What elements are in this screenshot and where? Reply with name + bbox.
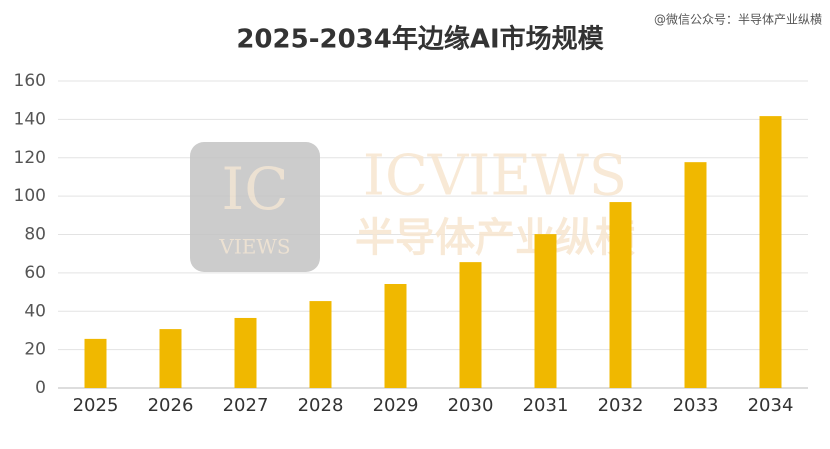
y-tick-label: 100 xyxy=(14,186,46,206)
source-note: @微信公众号：半导体产业纵横 xyxy=(654,13,822,27)
watermark-text: IC xyxy=(221,155,288,223)
watermark-text: 半导体产业纵横 xyxy=(355,215,635,261)
bar xyxy=(459,262,482,388)
x-tick-label: 2028 xyxy=(298,395,344,416)
y-tick-label: 20 xyxy=(24,340,46,360)
bar xyxy=(609,202,632,388)
bar xyxy=(534,234,557,388)
y-tick-label: 80 xyxy=(24,225,46,245)
y-tick-label: 120 xyxy=(14,148,46,168)
x-tick-label: 2034 xyxy=(748,395,794,416)
y-tick-label: 0 xyxy=(35,378,46,398)
y-tick-label: 140 xyxy=(14,109,46,129)
bar xyxy=(234,317,257,388)
bar xyxy=(759,116,782,388)
watermark-text: ICVIEWS xyxy=(363,144,627,209)
y-tick-label: 60 xyxy=(24,263,46,283)
bar xyxy=(309,301,332,388)
bar xyxy=(384,284,407,388)
chart-title: 2025-2034年边缘AI市场规模 xyxy=(236,24,604,55)
watermark-text: VIEWS xyxy=(218,235,290,259)
x-tick-label: 2033 xyxy=(673,395,719,416)
x-tick-label: 2025 xyxy=(73,395,119,416)
watermark-logo xyxy=(190,142,320,272)
bar xyxy=(684,162,707,388)
x-tick-label: 2032 xyxy=(598,395,644,416)
x-tick-label: 2026 xyxy=(148,395,194,416)
x-tick-label: 2029 xyxy=(373,395,419,416)
bar xyxy=(159,329,182,388)
watermark: IC VIEWS ICVIEWS 半导体产业纵横 xyxy=(190,142,635,272)
x-tick-label: 2031 xyxy=(523,395,569,416)
y-tick-label: 160 xyxy=(14,71,46,91)
x-tick-label: 2030 xyxy=(448,395,494,416)
x-tick-label: 2027 xyxy=(223,395,269,416)
bar xyxy=(84,338,107,388)
y-tick-label: 40 xyxy=(24,301,46,321)
